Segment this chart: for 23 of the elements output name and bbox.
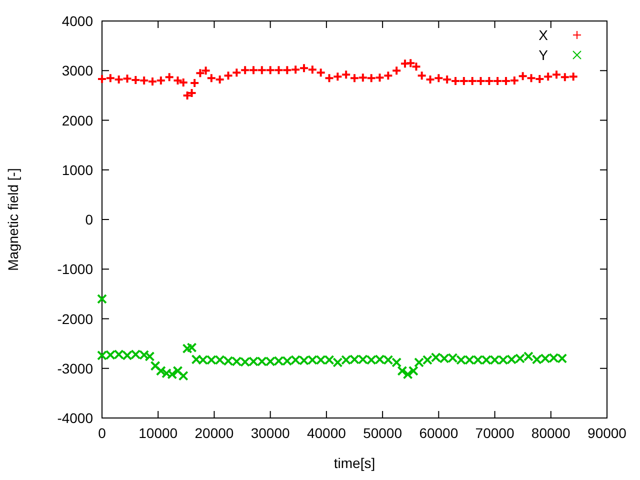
y-tick-label: -3000 bbox=[57, 360, 94, 376]
y-tick-label: -4000 bbox=[57, 410, 94, 426]
x-axis-title: time[s] bbox=[334, 455, 376, 471]
y-tick-label: 0 bbox=[85, 212, 94, 228]
x-tick-label: 30000 bbox=[250, 425, 290, 441]
y-tick-label: 4000 bbox=[62, 13, 94, 29]
x-tick-label: 0 bbox=[98, 425, 106, 441]
x-tick-label: 60000 bbox=[419, 425, 458, 441]
y-tick-label: 2000 bbox=[62, 112, 94, 128]
x-tick-label: 80000 bbox=[531, 425, 571, 441]
y-axis-title: Magnetic field [-] bbox=[5, 168, 21, 271]
y-tick-label: 1000 bbox=[62, 162, 94, 178]
x-tick-label: 10000 bbox=[138, 425, 178, 441]
legend-label: X bbox=[538, 27, 549, 43]
x-tick-label: 20000 bbox=[194, 425, 234, 441]
legend-label: Y bbox=[538, 47, 549, 63]
x-tick-label: 90000 bbox=[588, 425, 627, 441]
x-tick-label: 40000 bbox=[306, 425, 346, 441]
y-tick-label: -1000 bbox=[57, 261, 94, 278]
x-tick-label: 70000 bbox=[475, 425, 514, 441]
y-tick-label: -2000 bbox=[57, 310, 94, 327]
x-tick-label: 50000 bbox=[363, 425, 402, 441]
y-tick-label: 3000 bbox=[62, 62, 94, 79]
